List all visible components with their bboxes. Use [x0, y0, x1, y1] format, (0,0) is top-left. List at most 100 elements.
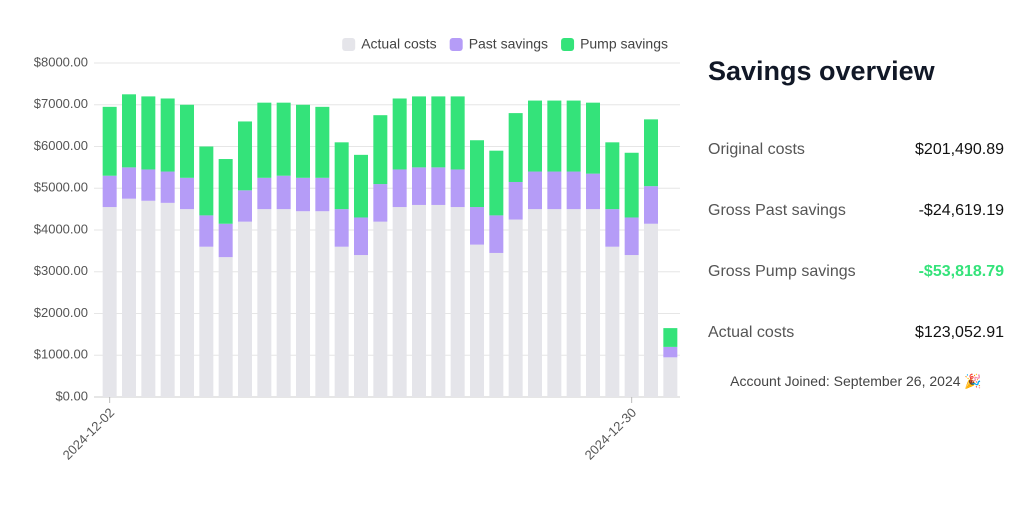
bar-segment — [296, 177, 310, 212]
bar-segment — [489, 252, 504, 397]
bar-segment — [122, 94, 136, 168]
bar-segment — [392, 207, 407, 397]
y-tick-label: $1000.00 — [34, 347, 88, 362]
bar-segment — [141, 96, 156, 170]
bar-segment — [470, 207, 484, 245]
bar-segment — [238, 121, 252, 191]
summary-label: Gross Past savings — [708, 201, 846, 219]
bar-segment — [605, 246, 620, 397]
legend-swatch — [342, 38, 356, 51]
bar-segment — [315, 106, 330, 178]
x-tick-label: 2024-12-30 — [582, 405, 640, 463]
bar-segment — [663, 346, 678, 358]
chart: $0.00 $1000.00 $2000.00 $3000.00 $4000.00 $50… — [34, 36, 680, 463]
bar-segment — [373, 184, 388, 222]
summary-panel: Savings overview Original costs $201,490.… — [708, 56, 1004, 390]
bar-segment — [315, 211, 330, 397]
summary-title: Savings overview — [708, 56, 935, 86]
bar-segment — [218, 223, 233, 258]
bar-segment — [354, 255, 368, 397]
bar-segment — [431, 96, 446, 168]
y-tick-label: $7000.00 — [34, 96, 88, 111]
bar-segment — [450, 96, 465, 170]
bar-segment — [296, 104, 310, 178]
bar-segment — [624, 152, 639, 218]
summary-label: Actual costs — [708, 323, 795, 341]
y-tick-label: $5000.00 — [34, 180, 88, 195]
summary-label: Gross Pump savings — [708, 262, 856, 280]
bar-segment — [122, 167, 136, 199]
bar-segment — [276, 175, 291, 210]
bar-segment — [199, 215, 214, 247]
bar-segment — [586, 209, 600, 397]
bar-segment — [238, 190, 252, 222]
bar-segment — [102, 207, 117, 397]
bar-segment — [605, 142, 620, 210]
bar-segment — [276, 209, 291, 397]
bar-segment — [644, 186, 658, 224]
y-tick-label: $4000.00 — [34, 221, 88, 236]
bar-segment — [392, 98, 407, 170]
bar-segment — [373, 221, 388, 397]
bar-segment — [412, 96, 426, 168]
y-tick-label: $6000.00 — [34, 138, 88, 153]
bar-segment — [450, 169, 465, 208]
bar-segment — [566, 171, 581, 210]
bar-segment — [663, 357, 678, 397]
legend-label: Pump savings — [580, 36, 668, 52]
y-tick-label: $0.00 — [55, 388, 88, 403]
bar-segment — [566, 100, 581, 172]
bar-segment — [160, 98, 175, 172]
bar-segment — [489, 150, 504, 216]
summary-row: Actual costs $123,052.91 — [708, 302, 1004, 363]
bar-segment — [566, 209, 581, 397]
bar-segment — [431, 167, 446, 205]
bar-segment — [412, 204, 426, 397]
y-tick-label: $8000.00 — [34, 54, 88, 69]
bar-segment — [334, 209, 349, 247]
legend-label: Actual costs — [361, 36, 436, 52]
bar-segment — [470, 244, 484, 397]
bar-segment — [180, 104, 194, 178]
bar-segment — [141, 200, 156, 397]
bar-segment — [354, 154, 368, 218]
bar-segment — [334, 246, 349, 397]
bar-segment — [508, 219, 523, 397]
bar-segment — [586, 173, 600, 210]
bar-segment — [199, 246, 214, 397]
bar-segment — [605, 209, 620, 247]
bar-segment — [412, 167, 426, 205]
bar-segment — [218, 159, 233, 224]
bar-segment — [547, 209, 562, 397]
legend-swatch — [449, 38, 463, 51]
bar-segment — [392, 169, 407, 208]
bar-segment — [470, 140, 484, 208]
bar-segment — [199, 146, 214, 216]
bar-segment — [431, 204, 446, 397]
bar-segment — [450, 207, 465, 397]
bar-segment — [663, 328, 678, 347]
bar-segment — [508, 113, 523, 182]
bar-segment — [528, 171, 542, 210]
bar-segment — [122, 198, 136, 397]
bar-segment — [160, 202, 175, 397]
bar-segment — [102, 175, 117, 208]
bar-segment — [180, 209, 194, 397]
bar-segment — [489, 215, 504, 253]
bar-segment — [257, 177, 272, 210]
legend-swatch — [561, 38, 575, 51]
bar-segment — [354, 217, 368, 256]
bar-segment — [257, 209, 272, 397]
bar-segment — [547, 100, 562, 172]
summary-value: $201,490.89 — [915, 140, 1004, 158]
bar-segment — [586, 102, 600, 174]
bar-segment — [644, 119, 658, 187]
bar-segment — [141, 169, 156, 201]
summary-rows: Original costs $201,490.89 Gross Past savi… — [708, 119, 1004, 363]
summary-row: Original costs $201,490.89 — [708, 119, 1004, 180]
bar-segment — [102, 106, 117, 176]
bar-segment — [624, 255, 639, 397]
bar-segment — [547, 171, 562, 210]
summary-row: Gross Pump savings -$53,818.79 — [708, 241, 1004, 302]
